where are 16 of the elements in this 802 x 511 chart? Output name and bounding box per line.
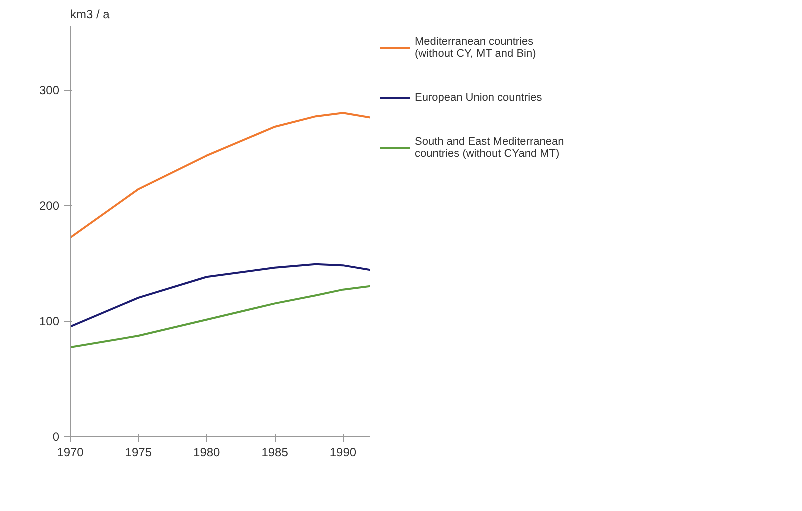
legend-label: European Union countries [415,92,542,104]
legend-label: Mediterranean countries (without CY, MT and Bin) [415,36,536,60]
line-series [70,285,370,349]
y-axis-title: km3 / a [70,8,110,22]
x-tick-label: 1985 [262,446,289,460]
legend-label: South and East Mediterranean countries (without CYand MT) [415,136,564,160]
line-series [70,263,370,328]
y-tick-label: 300 [39,84,60,98]
line-series [70,112,370,239]
x-tick-label: 1980 [194,446,221,460]
x-tick-label: 1975 [125,446,152,460]
y-tick-label: 200 [39,199,60,214]
y-tick-label: 100 [39,314,60,329]
x-tick-label: 1970 [57,446,84,460]
x-tick-label: 1990 [330,446,357,460]
y-tick-label: 0 [52,430,60,444]
